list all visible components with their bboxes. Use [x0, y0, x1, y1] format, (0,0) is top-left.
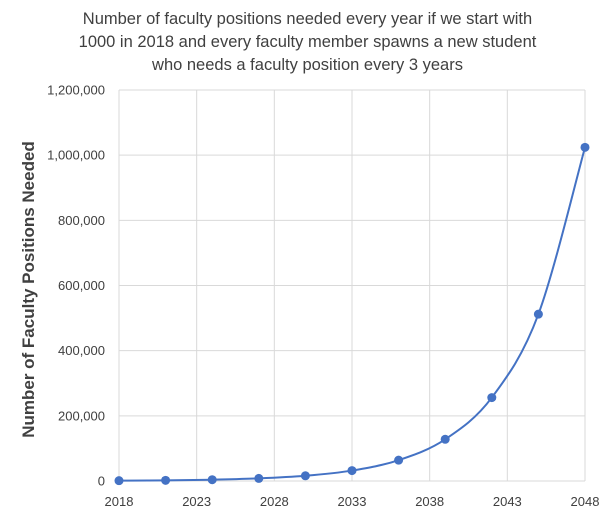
data-point — [347, 466, 357, 476]
chart-title-line-2: 1000 in 2018 and every faculty member sp… — [78, 33, 537, 51]
series-line — [118, 147, 586, 482]
x-tick-label: 2023 — [182, 494, 211, 509]
chart-title-line-3: who needs a faculty position every 3 yea… — [152, 56, 463, 74]
chart-title-line-1: Number of faculty positions needed every… — [82, 10, 533, 28]
data-point — [580, 142, 590, 152]
x-tick-label: 2028 — [260, 494, 289, 509]
y-tick-label: 400,000 — [58, 343, 105, 358]
data-point — [394, 455, 404, 465]
x-tick-label: 2043 — [493, 494, 522, 509]
y-tick-label: 600,000 — [58, 278, 105, 293]
y-tick-label: 200,000 — [58, 408, 105, 423]
data-point — [114, 476, 124, 486]
y-axis-title: Number of Faculty Positions Needed — [19, 141, 38, 438]
y-tick-label: 800,000 — [58, 213, 105, 228]
data-point — [300, 471, 310, 481]
data-point — [161, 475, 171, 485]
x-tick-label: 2033 — [338, 494, 367, 509]
data-point — [533, 309, 543, 319]
y-tick-label: 1,200,000 — [47, 83, 105, 98]
chart-title: Number of faculty positions needed every… — [20, 8, 595, 77]
y-tick-label: 1,000,000 — [47, 148, 105, 163]
x-tick-label: 2038 — [415, 494, 444, 509]
data-point — [254, 473, 264, 483]
x-tick-label: 2018 — [105, 494, 134, 509]
data-point — [440, 434, 450, 444]
x-tick-label: 2048 — [571, 494, 600, 509]
data-point — [207, 475, 217, 485]
data-point — [487, 393, 497, 403]
y-tick-label: 0 — [98, 474, 105, 489]
